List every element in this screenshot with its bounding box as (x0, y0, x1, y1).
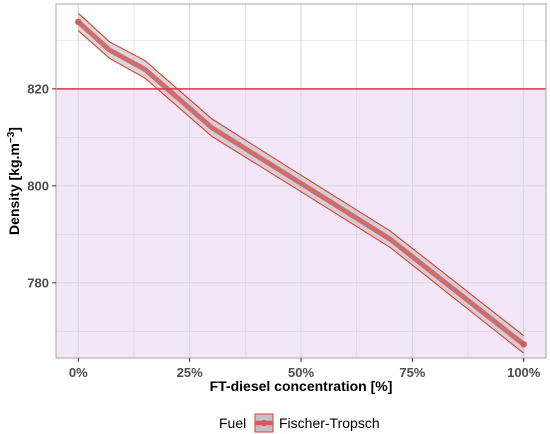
x-tick-label: 50% (288, 365, 314, 380)
y-tick-label: 820 (27, 81, 49, 96)
x-axis: 0% 25% 50% 75% 100% (69, 358, 541, 380)
legend-key-fischer-tropsch (254, 413, 274, 433)
data-point (520, 341, 527, 348)
series-line-fischer-tropsch (75, 19, 527, 347)
y-tick-label: 800 (27, 178, 49, 193)
x-tick-label: 100% (507, 365, 541, 380)
legend-title: Fuel (219, 415, 246, 431)
x-tick-label: 0% (69, 365, 88, 380)
plot-area (56, 12, 546, 354)
y-axis-title: Density [kg.m−3] (6, 127, 22, 235)
y-axis-title-superscript: −3 (6, 131, 17, 143)
data-points (75, 18, 527, 348)
x-tick-label: 25% (177, 365, 203, 380)
y-tick-label: 780 (27, 275, 49, 290)
x-tick-label: 75% (399, 365, 425, 380)
x-axis-title: FT-diesel concentration [%] (210, 378, 393, 394)
data-point (75, 18, 82, 26)
legend-label-fischer-tropsch: Fischer-Tropsch (279, 415, 380, 431)
y-axis: 780 800 820 (27, 81, 56, 290)
legend: Fuel Fischer-Tropsch (219, 413, 380, 433)
confidence-band-upper-edge (77, 12, 525, 337)
confidence-band-lower-edge (77, 30, 525, 354)
